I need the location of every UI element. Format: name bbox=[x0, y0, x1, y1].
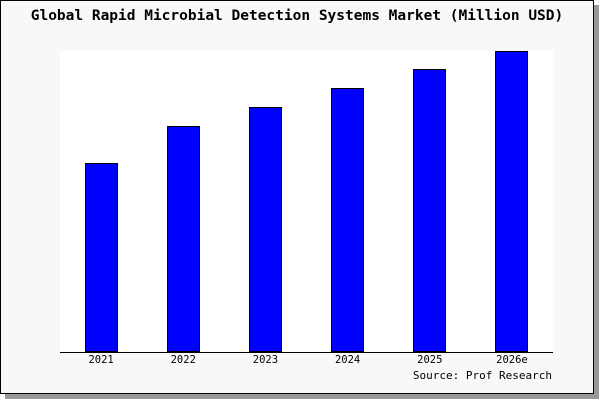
bar-2022 bbox=[166, 126, 200, 352]
bar-slot bbox=[389, 51, 471, 352]
x-tick-2026e: 2026e bbox=[496, 354, 528, 366]
bar-slot bbox=[307, 51, 389, 352]
bar-slot bbox=[142, 51, 224, 352]
bar-2021 bbox=[84, 163, 118, 352]
bar-2026e bbox=[495, 51, 529, 352]
bar-slot bbox=[224, 51, 306, 352]
chart-title: Global Rapid Microbial Detection Systems… bbox=[30, 8, 564, 24]
chart-frame: Global Rapid Microbial Detection Systems… bbox=[0, 0, 594, 394]
x-tick-2021: 2021 bbox=[88, 354, 114, 366]
x-axis-labels: 2021 2022 2023 2024 2025 2026e bbox=[60, 354, 553, 366]
x-tick-2024: 2024 bbox=[334, 354, 361, 366]
source-note: Source: Prof Research bbox=[412, 369, 552, 382]
plot-area bbox=[60, 51, 553, 353]
x-tick-2025: 2025 bbox=[417, 354, 443, 366]
x-tick-2023: 2023 bbox=[252, 354, 279, 366]
x-tick-2022: 2022 bbox=[170, 354, 196, 366]
bar-2023 bbox=[248, 107, 282, 352]
bar-slot bbox=[60, 51, 142, 352]
bar-2025 bbox=[413, 69, 447, 352]
bar-2024 bbox=[331, 88, 365, 352]
bar-slot bbox=[471, 51, 553, 352]
